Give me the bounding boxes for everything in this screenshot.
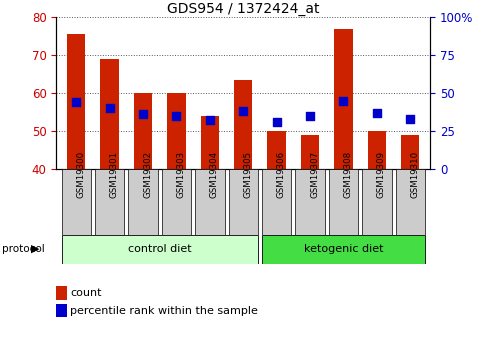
Point [105, 106, 113, 111]
Bar [400, 135, 419, 169]
Bar [228, 169, 258, 235]
Bar [61, 235, 258, 264]
Point [172, 113, 180, 119]
Bar [162, 169, 191, 235]
Text: GSM19304: GSM19304 [209, 151, 219, 198]
Point [205, 118, 213, 123]
Bar [367, 131, 385, 169]
Bar [167, 93, 185, 169]
Text: GSM19305: GSM19305 [243, 151, 252, 198]
Text: ▶: ▶ [31, 244, 39, 254]
Bar [262, 235, 424, 264]
Bar [295, 169, 324, 235]
Text: GSM19306: GSM19306 [276, 151, 285, 198]
Text: GSM19302: GSM19302 [143, 151, 152, 198]
Bar [61, 169, 91, 235]
Text: ketogenic diet: ketogenic diet [303, 244, 383, 254]
Text: percentile rank within the sample: percentile rank within the sample [70, 306, 257, 315]
Bar [262, 169, 291, 235]
Text: GSM19301: GSM19301 [109, 151, 119, 198]
Text: control diet: control diet [128, 244, 191, 254]
Point [305, 113, 313, 119]
Bar [395, 169, 424, 235]
Point [272, 119, 280, 125]
Text: GSM19307: GSM19307 [309, 151, 319, 198]
Point [372, 110, 380, 116]
Point [339, 98, 346, 104]
Bar [128, 169, 158, 235]
Text: GSM19310: GSM19310 [409, 151, 418, 198]
Bar [328, 169, 357, 235]
Bar [334, 29, 352, 169]
Point [239, 109, 246, 114]
Bar [234, 80, 252, 169]
Text: GSM19308: GSM19308 [343, 151, 352, 198]
Text: GSM19300: GSM19300 [76, 151, 85, 198]
Point [72, 99, 80, 105]
Text: protocol: protocol [2, 244, 45, 254]
Text: GSM19303: GSM19303 [176, 151, 185, 198]
Point [406, 116, 413, 122]
Bar [362, 169, 391, 235]
Bar [134, 93, 152, 169]
Title: GDS954 / 1372424_at: GDS954 / 1372424_at [167, 2, 319, 16]
Bar [300, 135, 319, 169]
Bar [200, 116, 219, 169]
Bar [267, 131, 285, 169]
Point [139, 112, 147, 117]
Bar [195, 169, 224, 235]
Bar [95, 169, 124, 235]
Text: count: count [70, 288, 101, 298]
Text: GSM19309: GSM19309 [376, 151, 385, 198]
Bar [101, 59, 119, 169]
Bar [67, 34, 85, 169]
